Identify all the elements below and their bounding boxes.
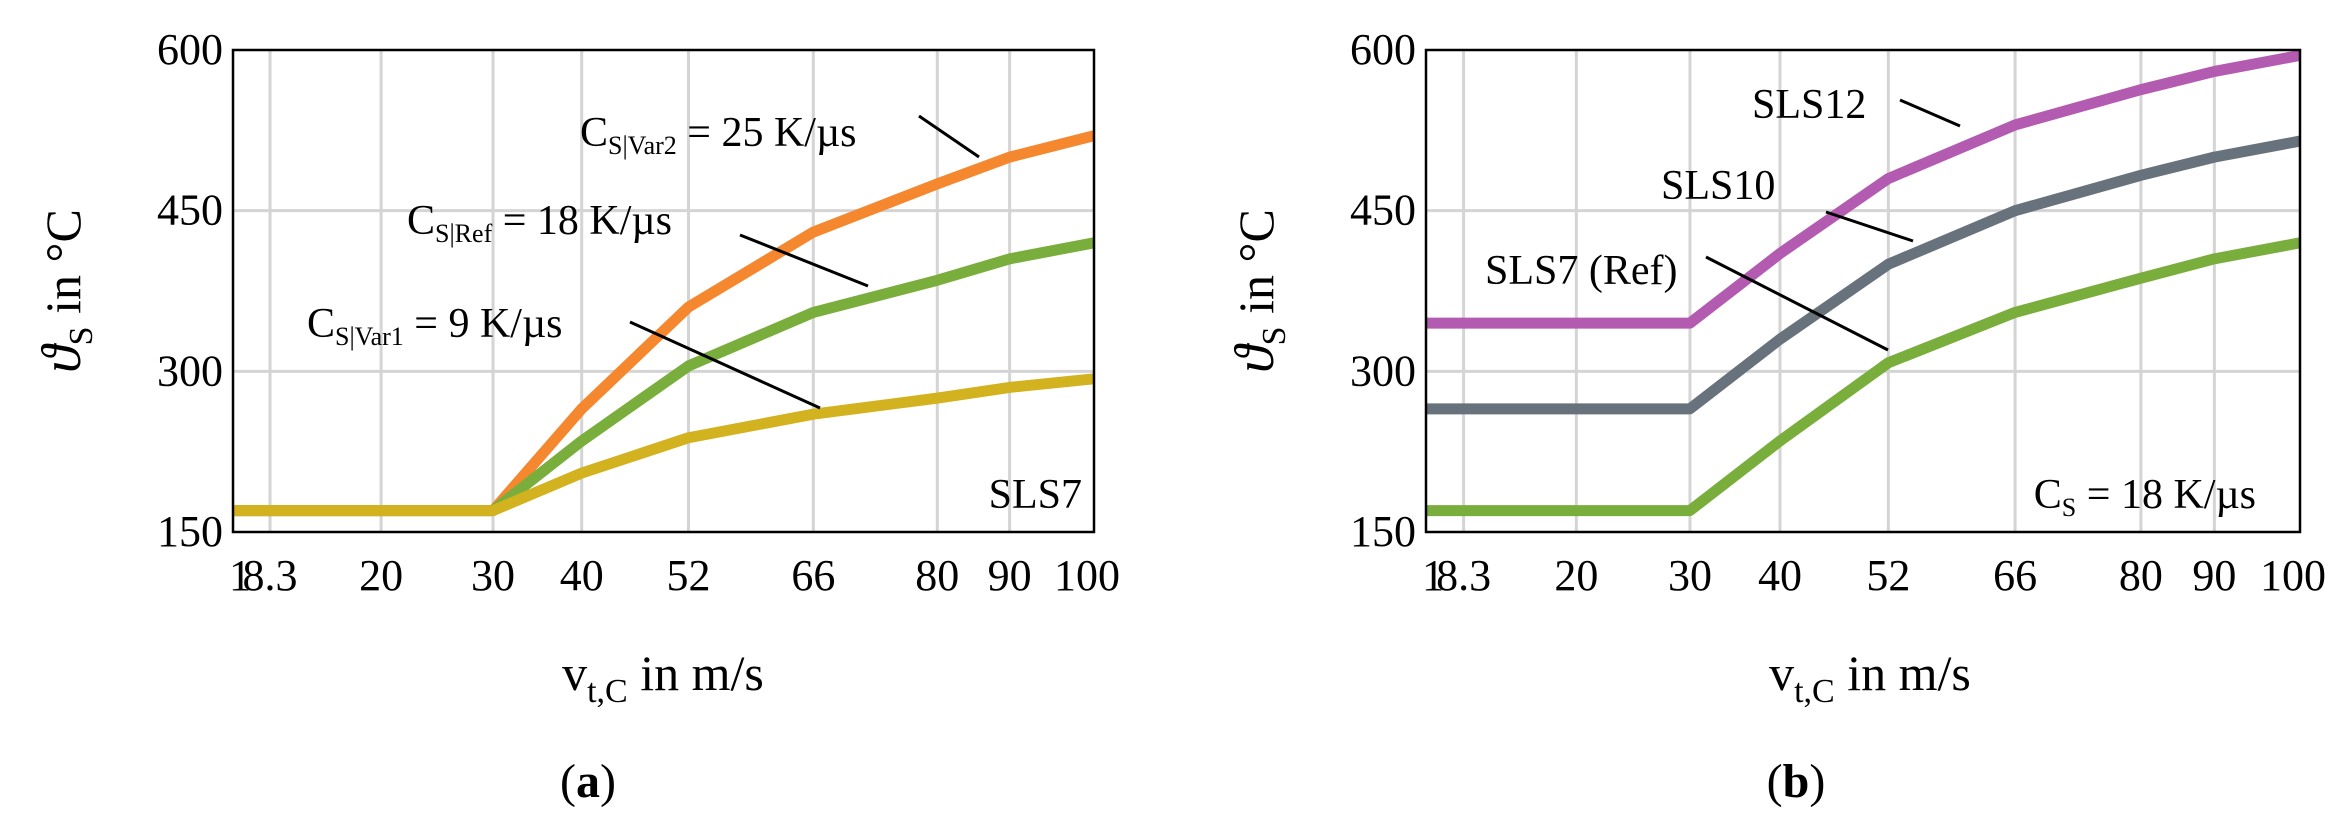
- series-line-3: [233, 373, 1095, 517]
- x-tick-label: 52: [1866, 551, 1910, 600]
- x-tick-label: 90: [988, 551, 1032, 600]
- annotation-leader-line: [1899, 98, 1961, 128]
- series-line-3: [1426, 237, 2302, 517]
- x-tick-label: 40: [560, 551, 604, 600]
- x-axis-label: vt,C in m/s: [1769, 645, 1971, 710]
- y-tick-label: 300: [1350, 346, 1416, 395]
- series-annotation-3: CS|Var1 = 9 K/µs: [307, 301, 563, 351]
- annotation-leader-line: [918, 114, 980, 159]
- x-tick-label: 8.3: [1436, 551, 1491, 600]
- series-annotation-3: SLS7 (Ref): [1485, 248, 1678, 294]
- plot-frame: [1424, 48, 2302, 534]
- x-tick-label: 100: [1054, 551, 1120, 600]
- x-tick-label: 52: [666, 551, 710, 600]
- annotation-leader-line: [1825, 210, 1914, 243]
- annotation-leader-line: [629, 320, 821, 410]
- plot-frame: [231, 48, 1096, 534]
- y-tick-label: 150: [157, 507, 223, 556]
- y-axis-label: ϑS in °C: [1224, 209, 1293, 373]
- corner-label: SLS7: [989, 472, 1082, 518]
- x-tick-label: 30: [471, 551, 515, 600]
- x-axis-label: vt,C in m/s: [562, 645, 764, 710]
- panel-label: (b): [1767, 755, 1826, 808]
- x-tick-label: 1: [229, 551, 251, 600]
- y-tick-label: 600: [157, 25, 223, 74]
- x-tick-label: 20: [1554, 551, 1598, 600]
- x-tick-label: 100: [2260, 551, 2325, 600]
- x-tick-label: 30: [1668, 551, 1712, 600]
- x-tick-label: 1: [1422, 551, 1444, 600]
- y-tick-label: 450: [1350, 186, 1416, 235]
- y-axis-label: ϑS in °C: [31, 209, 100, 373]
- x-tick-label: 20: [359, 551, 403, 600]
- series-annotation-2: SLS10: [1661, 163, 1775, 209]
- series-annotation-1: SLS12: [1752, 82, 1866, 128]
- y-tick-label: 600: [1350, 25, 1416, 74]
- y-tick-label: 300: [157, 346, 223, 395]
- panel-a: 150 300 450 600 18.3 20 30 40 52 66 80 90 100 ϑS in °…: [31, 25, 1120, 808]
- y-tick-label: 150: [1350, 507, 1416, 556]
- annotation-leader-line: [1705, 255, 1889, 352]
- x-tick-label: 80: [915, 551, 959, 600]
- annotation-leader-line: [739, 233, 869, 288]
- y-tick-label: 450: [157, 186, 223, 235]
- series-annotation-2: CS|Ref = 18 K/µs: [407, 198, 672, 248]
- series-line-2: [233, 237, 1096, 517]
- series-line-2: [1426, 135, 2302, 415]
- x-tick-label: 66: [791, 551, 835, 600]
- x-tick-label: 66: [1993, 551, 2037, 600]
- x-tick-label: 80: [2119, 551, 2163, 600]
- corner-label: CS = 18 K/µs: [2034, 472, 2256, 522]
- panel-b: 150 300 450 600 18.3 20 30 40 52 66 80 90 100 ϑS in °…: [1224, 25, 2325, 808]
- series-annotation-1: CS|Var2 = 25 K/µs: [580, 110, 857, 160]
- panel-label: (a): [560, 755, 616, 808]
- x-tick-label: 8.3: [243, 551, 298, 600]
- x-tick-label: 90: [2192, 551, 2236, 600]
- x-tick-label: 40: [1758, 551, 1802, 600]
